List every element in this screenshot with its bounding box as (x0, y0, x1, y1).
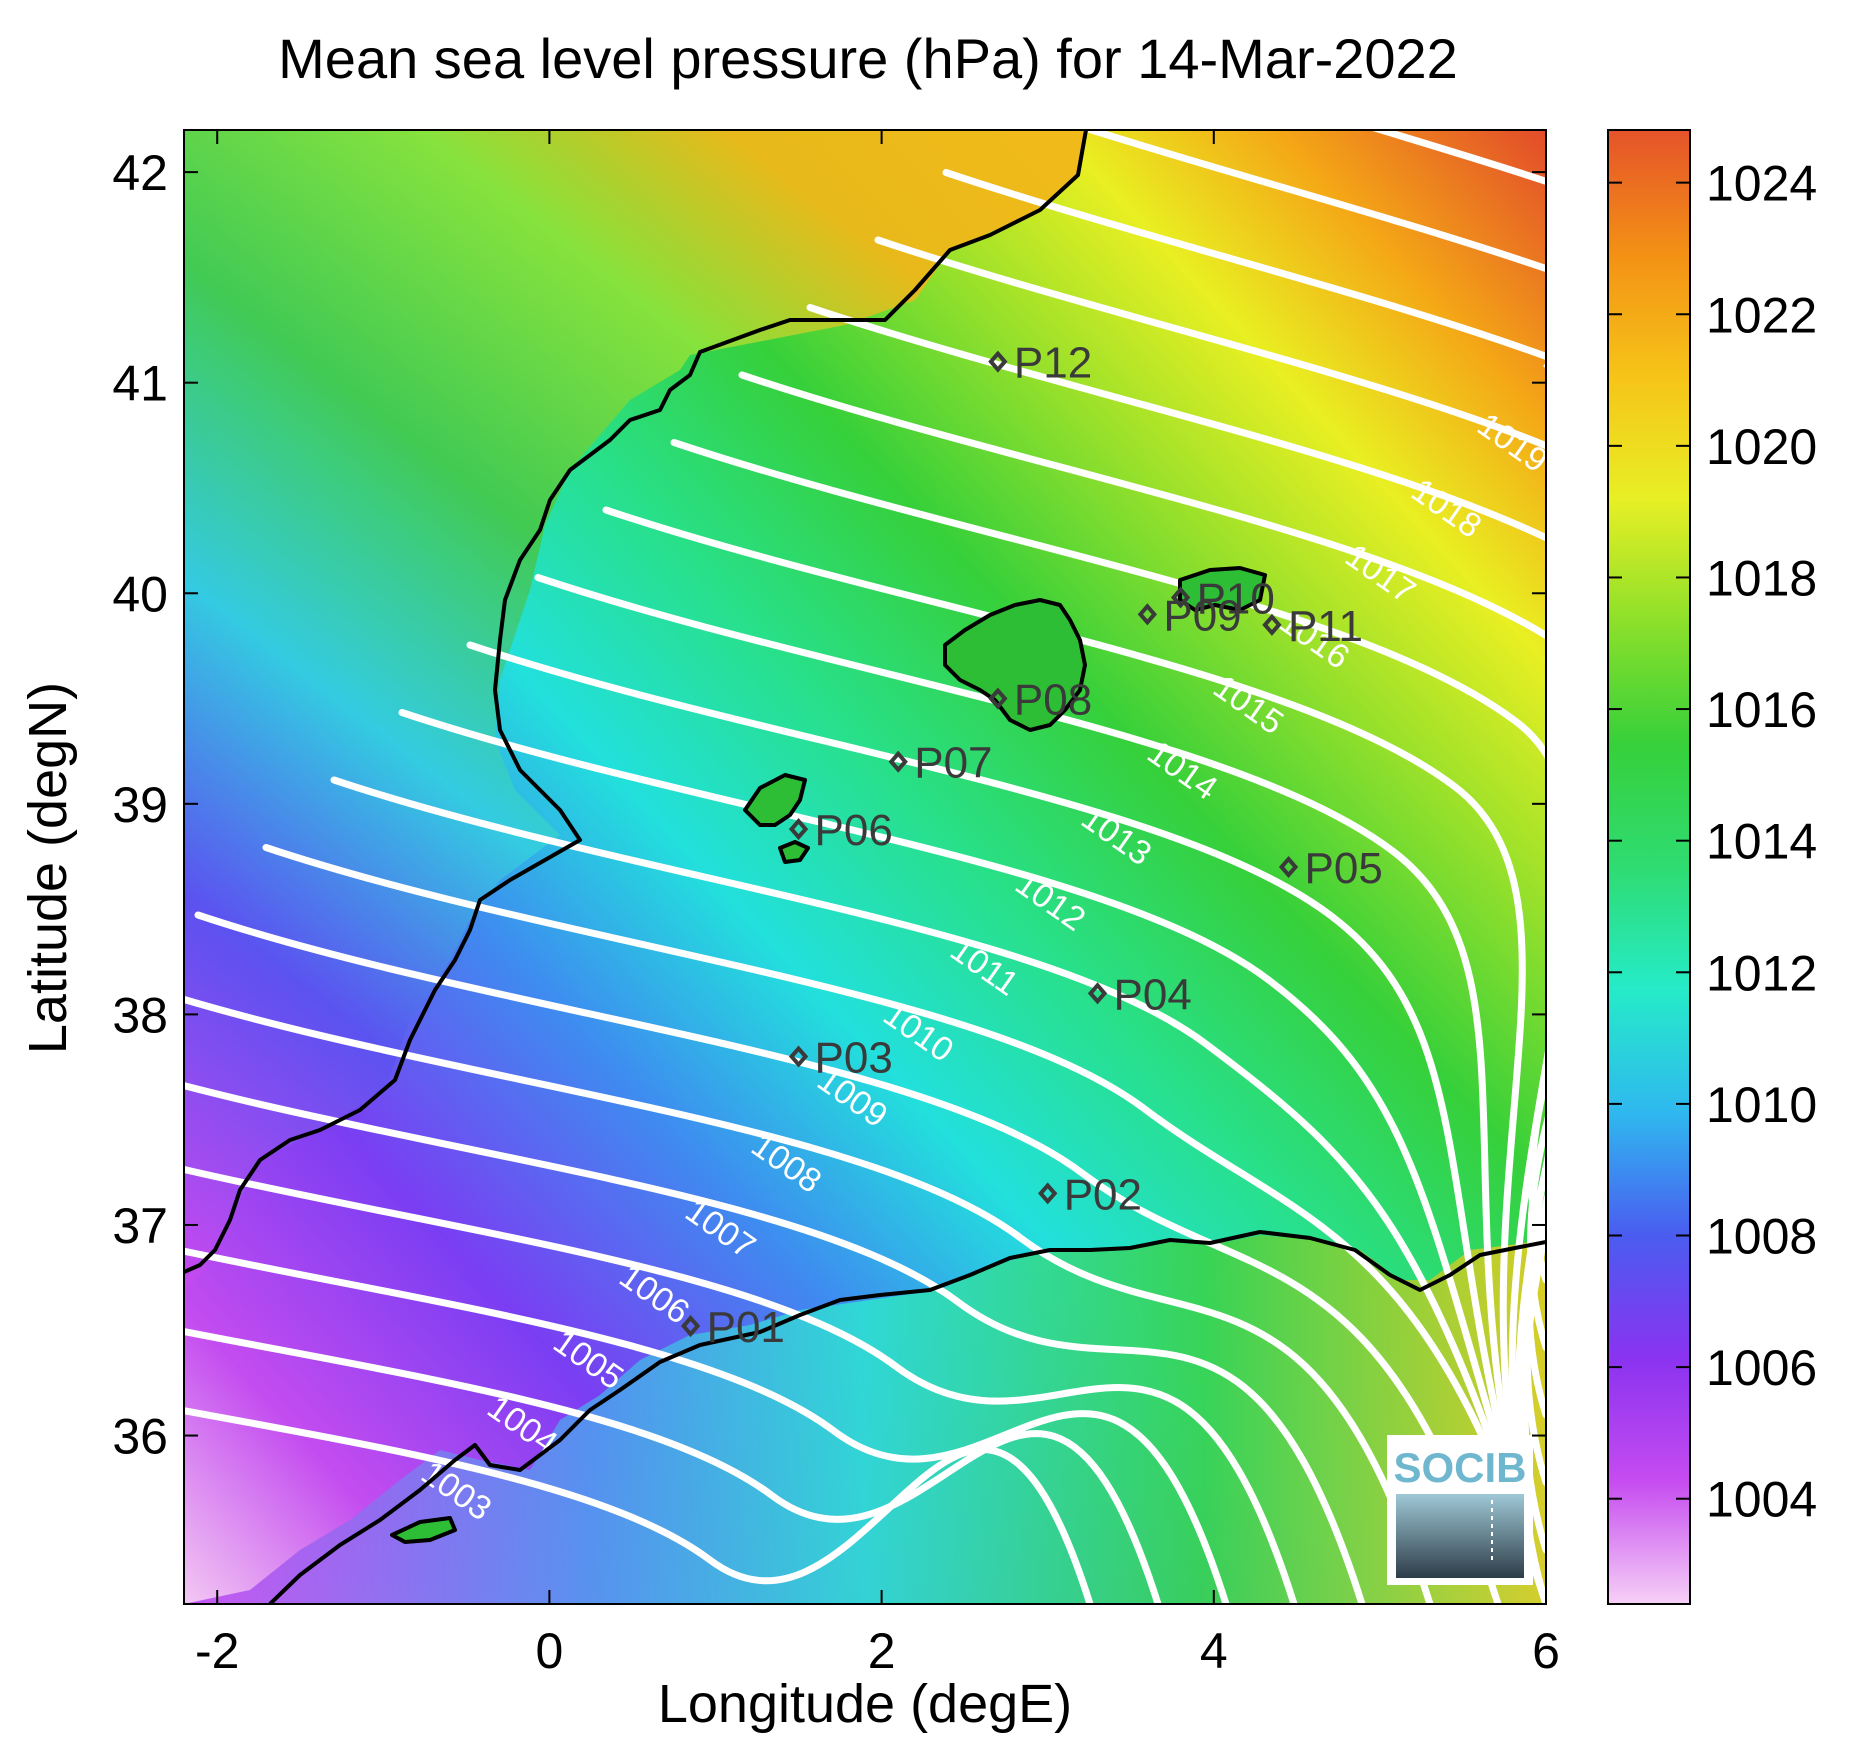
plot-frame (183, 129, 1547, 1605)
isobar-line (184, 1082, 1366, 1604)
isobar-line (942, 169, 1546, 1486)
station-p01: P01 (680, 1303, 785, 1352)
x-axis-ticks: -2 0 2 4 6 (195, 130, 1560, 1679)
isobar-line (330, 776, 1546, 1604)
x-axis-label: Longitude (degE) (658, 1674, 1072, 1734)
station-p07: P07 (888, 739, 993, 788)
colorbar-fill (1607, 129, 1691, 1605)
station-marker-icon (1170, 586, 1191, 609)
socib-logo: SOCIB (1387, 1435, 1533, 1585)
isobar-line (184, 1328, 1162, 1604)
isobar-line (184, 995, 1434, 1604)
colorbar-tick-label: 1018 (1706, 550, 1817, 606)
colorbar-tick-label: 1024 (1706, 156, 1817, 212)
africa-land (184, 1235, 1546, 1604)
station-label: P06 (815, 806, 893, 855)
isobar-line (184, 1165, 1298, 1604)
colorbar: 1004 1006 1008 1010 1012 1014 1016 1018 1020 1022… (1607, 129, 1817, 1605)
colorbar-tick-label: 1004 (1706, 1472, 1817, 1528)
iberia-coastline (184, 130, 1088, 1274)
station-p10: P10 (1170, 574, 1275, 623)
station-p06: P06 (788, 806, 893, 855)
station-label: P10 (1197, 574, 1275, 623)
station-p08: P08 (988, 676, 1092, 725)
plot-area: 1003100410051006100710081009101010111012… (0, 0, 1854, 1604)
chart-title: Mean sea level pressure (hPa) for 14-Mar… (278, 27, 1458, 90)
station-marker-icon (788, 1045, 809, 1068)
colorbar-tick-label: 1022 (1706, 287, 1817, 343)
x-tick-label: -2 (195, 1623, 239, 1679)
alboran-island (390, 1516, 457, 1544)
station-marker-icon (680, 1315, 701, 1338)
station-marker-icon (988, 687, 1008, 710)
x-tick-label: 4 (1200, 1623, 1228, 1679)
y-tick-label: 42 (112, 145, 168, 201)
isobar-line (602, 506, 1546, 1604)
isobar-line (262, 844, 1546, 1604)
y-tick-label: 38 (112, 987, 168, 1043)
isobar-line (184, 1247, 1230, 1604)
x-tick-label: 2 (868, 1623, 896, 1679)
colorbar-tick-label: 1008 (1706, 1209, 1817, 1265)
station-label: P03 (815, 1034, 893, 1083)
colorbar-tick-label: 1016 (1706, 682, 1817, 738)
station-marker-icon (1038, 1182, 1058, 1205)
station-p03: P03 (788, 1034, 893, 1083)
formentera-island (778, 840, 810, 864)
socib-logo-text: SOCIB (1393, 1444, 1526, 1491)
iberia-land (184, 130, 1086, 1290)
y-tick-label: 36 (112, 1409, 168, 1465)
station-p12: P12 (988, 339, 1092, 388)
y-tick-label: 37 (112, 1198, 168, 1254)
station-label: P04 (1114, 970, 1192, 1019)
isobar-line (1079, 130, 1546, 1419)
isobar-line (670, 439, 1546, 1604)
isobar-line (534, 574, 1546, 1604)
station-marker-icon (1087, 982, 1108, 1005)
coastlines (184, 130, 1546, 1604)
station-marker-icon (1137, 603, 1158, 626)
station-label: P02 (1064, 1170, 1142, 1219)
station-label: P11 (1288, 602, 1363, 651)
y-tick-label: 39 (112, 777, 168, 833)
station-p02: P02 (1038, 1170, 1142, 1219)
x-tick-label: 0 (536, 1623, 564, 1679)
isobar-line (1369, 130, 1546, 1351)
africa-coastline (268, 1230, 1546, 1604)
colorbar-tick-label: 1010 (1706, 1077, 1817, 1133)
isobar-line (194, 911, 1502, 1604)
colorbar-tick-label: 1020 (1706, 419, 1817, 475)
station-label: P12 (1014, 339, 1092, 388)
menorca-island (1178, 566, 1267, 612)
y-tick-label: 41 (112, 356, 168, 412)
station-label: P08 (1014, 676, 1092, 725)
colorbar-tick-label: 1012 (1706, 945, 1817, 1001)
station-label: P05 (1305, 844, 1383, 893)
ibiza-island (743, 773, 807, 827)
station-p04: P04 (1087, 970, 1192, 1019)
y-tick-label: 40 (112, 566, 168, 622)
station-label: P07 (914, 739, 992, 788)
isobar-line (874, 236, 1546, 1554)
x-tick-label: 6 (1532, 1623, 1560, 1679)
colorbar-ticks: 1004 1006 1008 1010 1012 1014 1016 1018 1020 1022… (1608, 156, 1817, 1528)
colorbar-tick-label: 1006 (1706, 1340, 1817, 1396)
station-label: P01 (707, 1303, 785, 1352)
y-axis-label: Latitude (degN) (18, 682, 78, 1054)
station-p11: P11 (1262, 602, 1363, 651)
station-marker-icon (788, 818, 809, 841)
station-marker-icon (1262, 613, 1282, 636)
station-marker-icon (888, 750, 908, 773)
station-marker-icon (1278, 855, 1299, 879)
colorbar-tick-label: 1014 (1706, 814, 1817, 870)
station-marker-icon (988, 350, 1008, 373)
isobar-line (398, 709, 1546, 1604)
y-axis-ticks: 36 37 38 39 40 41 42 (112, 145, 1546, 1465)
station-p05: P05 (1278, 844, 1383, 893)
isobar-line (466, 641, 1546, 1604)
isobar-lines: 1003100410051006100710081009101010111012… (0, 0, 1854, 1604)
mallorca-island (943, 598, 1087, 732)
